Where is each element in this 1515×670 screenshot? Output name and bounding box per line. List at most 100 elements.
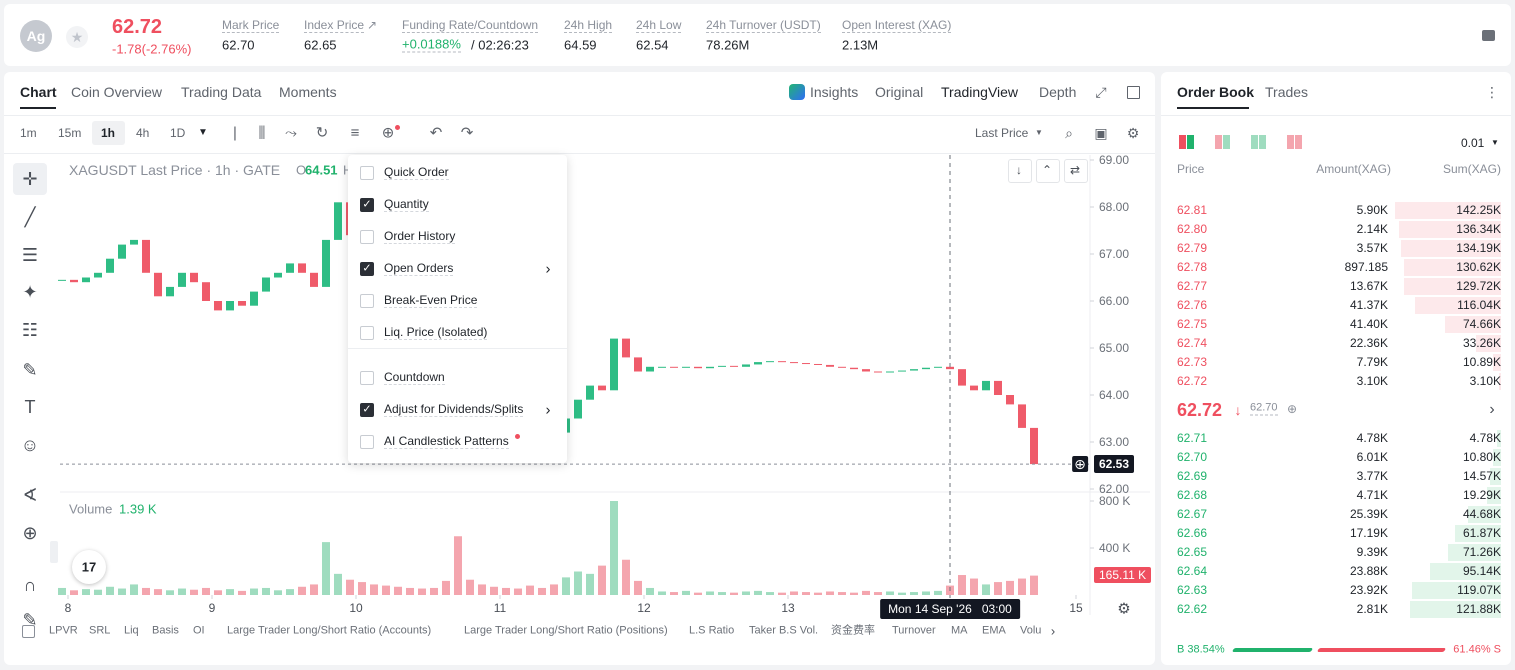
toolbar-icon[interactable]: ≡ xyxy=(350,124,360,142)
menu-checkbox[interactable] xyxy=(360,230,374,244)
drawing-tool[interactable]: ⊕ xyxy=(22,523,38,543)
add-order-icon[interactable]: ⊕ xyxy=(1072,456,1088,473)
book-price[interactable]: 62.62 xyxy=(1177,602,1208,616)
book-price[interactable]: 62.78 xyxy=(1177,260,1208,274)
book-price[interactable]: 62.66 xyxy=(1177,526,1208,540)
interval[interactable]: 4h xyxy=(136,126,150,140)
menu-item[interactable]: Order History xyxy=(384,229,456,244)
indicator-tab[interactable]: Turnover xyxy=(892,624,936,637)
drawing-tool[interactable]: ∩ xyxy=(23,575,37,595)
chart-tab[interactable]: Chart xyxy=(20,84,57,100)
indicator-tab[interactable]: Volu xyxy=(1020,624,1042,637)
drawing-tool[interactable]: ✛ xyxy=(22,169,38,189)
toolbar-icon[interactable]: ↶ xyxy=(429,124,443,142)
book-tab[interactable]: Trades xyxy=(1265,84,1309,100)
book-price[interactable]: 62.81 xyxy=(1177,203,1208,217)
interval[interactable]: 1m xyxy=(20,126,37,140)
book-chevron[interactable]: › xyxy=(1489,401,1495,418)
indicator-grid-icon[interactable] xyxy=(22,625,35,638)
indicator-tab[interactable]: LPVR xyxy=(49,624,78,637)
toolbar-icon[interactable]: ▣ xyxy=(1094,125,1108,141)
toolbar-icon[interactable]: ⫼ xyxy=(258,124,266,142)
book-menu[interactable]: ⋮ xyxy=(1485,84,1499,100)
interval[interactable]: 15m xyxy=(58,126,82,140)
indicator-tab[interactable]: Basis xyxy=(152,624,179,637)
indicator-tab[interactable]: MA xyxy=(951,624,968,637)
book-price[interactable]: 62.71 xyxy=(1177,431,1208,445)
menu-item[interactable]: Break-Even Price xyxy=(384,293,478,308)
toolbar-icon[interactable]: ⊕ xyxy=(381,124,395,142)
book-price[interactable]: 62.67 xyxy=(1177,507,1208,521)
indicator-tab[interactable]: Large Trader Long/Short Ratio (Accounts) xyxy=(227,624,432,637)
toolbar-icon[interactable]: ⌕ xyxy=(1065,125,1073,141)
indicator-tab[interactable]: L.S Ratio xyxy=(689,624,735,637)
price-type[interactable]: Last Price xyxy=(975,126,1029,140)
indicator-tab[interactable]: 资金费率 xyxy=(831,624,875,637)
indicator-tab[interactable]: OI xyxy=(193,624,205,637)
expand-icon[interactable]: ⤢ xyxy=(1095,84,1107,100)
menu-item[interactable]: Quantity xyxy=(384,197,429,212)
book-price[interactable]: 62.72 xyxy=(1177,374,1208,388)
view-tab[interactable]: TradingView xyxy=(941,84,1019,100)
chart-button[interactable] xyxy=(1064,159,1088,183)
book-price[interactable]: 62.74 xyxy=(1177,336,1208,350)
menu-checkbox[interactable] xyxy=(360,294,374,308)
book-price[interactable]: 62.73 xyxy=(1177,355,1208,369)
drawing-tool[interactable]: ✎ xyxy=(22,610,38,630)
favorite-star[interactable] xyxy=(66,26,88,48)
book-price[interactable]: 62.79 xyxy=(1177,241,1208,255)
menu-checkbox[interactable] xyxy=(360,262,374,276)
indicator-tab[interactable]: EMA xyxy=(982,624,1006,637)
drawing-tool[interactable]: ☰ xyxy=(21,245,39,265)
book-layout-icon[interactable] xyxy=(1259,135,1266,149)
drawing-tool[interactable]: ☺ xyxy=(20,435,40,455)
menu-item[interactable]: Quick Order xyxy=(384,165,449,180)
book-price[interactable]: 62.75 xyxy=(1177,317,1208,331)
menu-item[interactable]: AI Candlestick Patterns xyxy=(384,434,509,449)
interval[interactable]: 1D xyxy=(170,126,186,140)
header-icon[interactable] xyxy=(1482,30,1495,41)
settings-icon[interactable]: ⚙ xyxy=(1117,600,1131,618)
indicator-tab[interactable]: Liq xyxy=(124,624,139,637)
book-price[interactable]: 62.70 xyxy=(1177,450,1208,464)
menu-item[interactable]: Open Orders xyxy=(384,261,454,276)
menu-checkbox[interactable] xyxy=(360,371,374,385)
chart-tab[interactable]: Moments xyxy=(279,84,337,100)
drawing-tool[interactable]: ✦ xyxy=(22,282,38,302)
book-price[interactable]: 62.77 xyxy=(1177,279,1208,293)
book-layout-icon[interactable] xyxy=(1223,135,1230,149)
book-price[interactable]: 62.68 xyxy=(1177,488,1208,502)
window-icon[interactable] xyxy=(1127,86,1140,99)
book-price[interactable]: 62.80 xyxy=(1177,222,1208,236)
book-precision[interactable]: 0.01 xyxy=(1461,136,1485,150)
menu-checkbox[interactable] xyxy=(360,403,374,417)
view-tab[interactable]: Insights xyxy=(810,84,859,100)
menu-checkbox[interactable] xyxy=(360,435,374,449)
drawing-tool[interactable]: ✎ xyxy=(22,360,38,380)
book-layout-icon[interactable] xyxy=(1251,135,1258,149)
view-tab[interactable]: Depth xyxy=(1039,84,1077,100)
chart-button[interactable] xyxy=(1008,159,1032,183)
chart-tab[interactable]: Coin Overview xyxy=(71,84,163,100)
view-tab[interactable]: Original xyxy=(875,84,924,100)
indicator-tab[interactable]: SRL xyxy=(89,624,111,637)
interval[interactable]: 1h xyxy=(101,126,116,140)
book-price[interactable]: 62.63 xyxy=(1177,583,1208,597)
toolbar-icon[interactable]: ⚙ xyxy=(1126,125,1140,141)
toolbar-icon[interactable]: ↻ xyxy=(315,124,329,142)
book-layout-icon[interactable] xyxy=(1179,135,1186,149)
menu-item[interactable]: Adjust for Dividends/Splits xyxy=(384,402,524,417)
book-tab[interactable]: Order Book xyxy=(1177,84,1255,100)
tools-collapse[interactable] xyxy=(50,541,58,563)
toolbar-icon[interactable]: ↷ xyxy=(460,124,474,142)
book-layout-icon[interactable] xyxy=(1215,135,1222,149)
book-price[interactable]: 62.64 xyxy=(1177,564,1208,578)
drawing-tool[interactable]: T xyxy=(24,397,36,417)
menu-item[interactable]: Countdown xyxy=(384,370,445,385)
menu-item[interactable]: Liq. Price (Isolated) xyxy=(384,325,488,340)
indicator-tab[interactable]: Large Trader Long/Short Ratio (Positions… xyxy=(464,624,668,637)
indicator-more[interactable]: › xyxy=(1050,623,1056,639)
book-price[interactable]: 62.65 xyxy=(1177,545,1208,559)
menu-checkbox[interactable] xyxy=(360,326,374,340)
star-icon[interactable]: ★ xyxy=(70,29,84,45)
